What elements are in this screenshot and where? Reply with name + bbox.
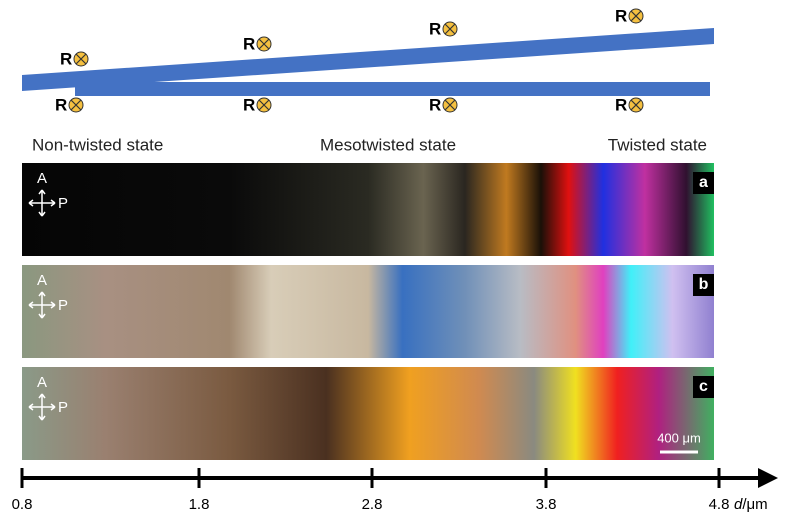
axis-unit: /μm <box>742 496 767 513</box>
rubbing-label: R <box>243 34 255 53</box>
axis-tick-label: 1.8 <box>189 496 210 513</box>
axis-tick-label: 0.8 <box>12 496 33 513</box>
figure: R R R R R R R R Non-twisted state Mesotwisted st… <box>0 0 789 515</box>
upper-slide <box>22 28 714 91</box>
state-label: Non-twisted state <box>32 135 163 154</box>
rubbing-label: R <box>243 95 255 114</box>
analyzer-label: A <box>37 374 47 391</box>
panel-label: b <box>699 276 709 293</box>
analyzer-label: A <box>37 170 47 187</box>
axis-tick-label: 2.8 <box>362 496 383 513</box>
state-label: Mesotwisted state <box>320 135 456 154</box>
rubbing-label: R <box>55 95 67 114</box>
polarizer-label: P <box>58 399 68 416</box>
state-label: Twisted state <box>608 135 707 154</box>
rubbing-label: R <box>429 19 441 38</box>
lower-slide <box>75 82 710 96</box>
axis-arrow <box>758 468 778 488</box>
rubbing-label: R <box>615 6 627 25</box>
axis-tick-label: 3.8 <box>536 496 557 513</box>
state-labels: Non-twisted state Mesotwisted state Twiste… <box>32 135 707 154</box>
polarizer-label: P <box>58 195 68 212</box>
rubbing-label: R <box>60 49 72 68</box>
micrograph <box>22 163 714 256</box>
analyzer-label: A <box>37 272 47 289</box>
panel-label: a <box>699 174 708 191</box>
axis-label: d/μm <box>734 496 768 513</box>
panel-label: c <box>699 378 708 395</box>
micrograph <box>22 367 714 460</box>
polarizer-label: P <box>58 297 68 314</box>
rubbing-label: R <box>615 95 627 114</box>
rubbing-label: R <box>429 95 441 114</box>
axis-tick-label: 4.8 <box>709 496 730 513</box>
micrograph <box>22 265 714 358</box>
scale-bar-label: 400 μm <box>657 430 701 445</box>
